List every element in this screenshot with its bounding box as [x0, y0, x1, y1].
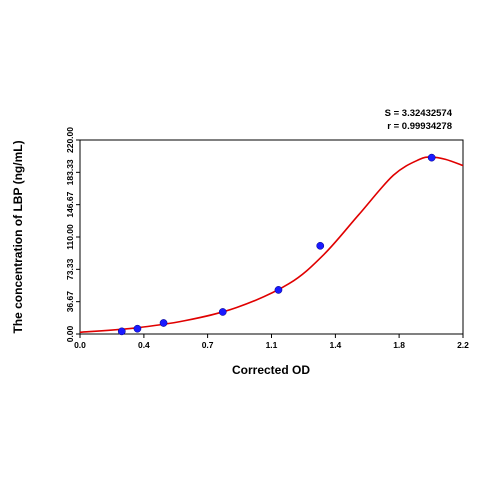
x-axis-label: Corrected OD — [232, 363, 310, 377]
stat-s-label: S = 3.32432574 — [384, 108, 452, 119]
data-point — [117, 327, 126, 336]
plot-frame — [79, 139, 464, 335]
y-axis-ticks: 0.00 36.67 73.33 110.00 146.67 183.33 220.00 — [65, 127, 80, 342]
x-tick-label: 1.8 — [393, 340, 405, 350]
data-point — [274, 286, 283, 294]
stat-r-label: r = 0.99934278 — [387, 121, 452, 132]
x-tick-label: 1.4 — [329, 340, 341, 350]
x-tick-label: 2.2 — [457, 340, 469, 350]
data-point — [427, 153, 436, 162]
y-tick-label: 146.67 — [65, 191, 75, 217]
x-tick-label: 0.7 — [202, 340, 214, 350]
y-axis-label: The concentration of LBP (ng/mL) — [11, 140, 25, 333]
fit-curve-line — [79, 156, 464, 334]
y-tick-label: 73.33 — [65, 258, 75, 280]
x-tick-label: 0.0 — [74, 340, 86, 350]
x-tick-label: 0.4 — [138, 340, 150, 350]
data-point — [133, 324, 142, 333]
x-tick-label: 1.1 — [266, 340, 278, 350]
series-layer — [79, 153, 464, 336]
data-point — [159, 319, 168, 327]
y-tick-label: 0.00 — [65, 325, 75, 342]
data-point — [316, 241, 325, 250]
y-tick-label: 183.33 — [65, 159, 75, 185]
data-point — [218, 308, 227, 316]
y-tick-label: 220.00 — [65, 127, 75, 153]
y-tick-label: 110.00 — [65, 224, 75, 250]
x-axis-ticks: 0.0 0.4 0.7 1.1 1.4 1.8 2.2 — [74, 334, 469, 350]
y-tick-label: 36.67 — [65, 291, 75, 313]
